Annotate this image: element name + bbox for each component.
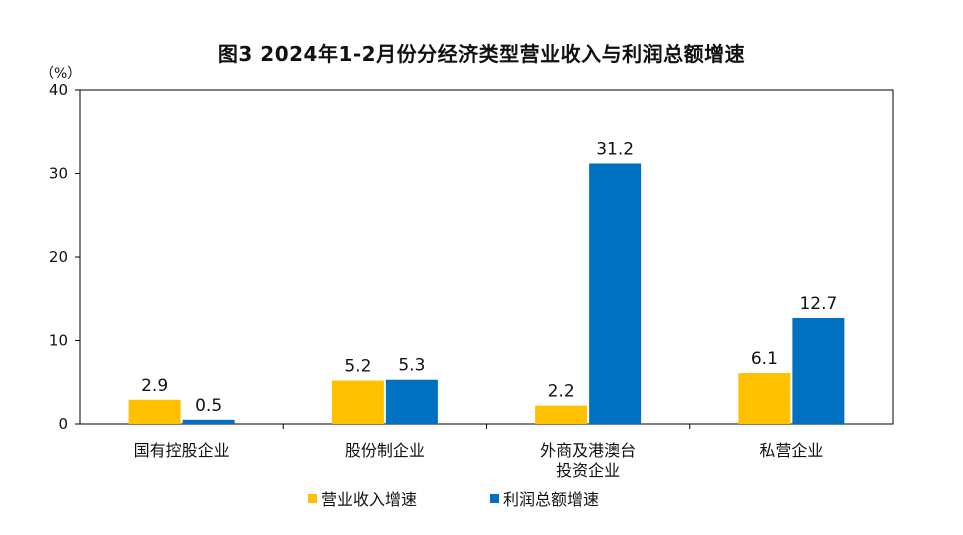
bar-profit [589, 163, 642, 425]
bar-revenue [128, 399, 181, 424]
y-tick-label: 30 [49, 165, 68, 183]
data-label: 2.2 [548, 382, 575, 402]
x-category-label: 私营企业 [759, 441, 823, 460]
x-category-label: 国有控股企业 [134, 441, 230, 460]
legend-label-profit: 利润总额增速 [503, 490, 600, 509]
data-label: 31.2 [596, 139, 634, 159]
data-label: 6.1 [751, 349, 778, 369]
data-label: 12.7 [799, 294, 837, 314]
chart-title: 图3 2024年1-2月份分经济类型营业收入与利润总额增速 [217, 42, 746, 66]
y-tick-label: 0 [58, 415, 68, 433]
data-label: 2.9 [141, 376, 168, 396]
legend-item-profit: 利润总额增速 [490, 486, 599, 510]
y-axis-unit-label: （%） [40, 66, 82, 82]
legend-label-revenue: 营业收入增速 [321, 490, 418, 509]
bar-revenue [331, 380, 384, 424]
bar-revenue [738, 373, 791, 424]
data-label: 5.3 [398, 356, 425, 376]
bar-profit [792, 317, 845, 424]
legend-swatch-revenue [308, 493, 317, 503]
legend: 营业收入增速 利润总额增速 [0, 486, 963, 510]
legend-item-revenue: 营业收入增速 [308, 486, 417, 510]
bar-profit [182, 419, 235, 424]
y-tick-label: 20 [49, 248, 68, 266]
y-tick-label: 40 [49, 81, 68, 99]
bar-profit [385, 379, 438, 424]
x-category-label: 外商及港澳台 [540, 441, 636, 460]
data-label: 5.2 [344, 357, 371, 377]
x-category-label: 股份制企业 [345, 441, 425, 460]
bar-revenue [535, 405, 588, 424]
y-tick-label: 10 [49, 332, 68, 350]
data-label: 0.5 [195, 396, 222, 416]
x-category-label: 投资企业 [556, 461, 620, 480]
legend-swatch-profit [490, 493, 499, 503]
